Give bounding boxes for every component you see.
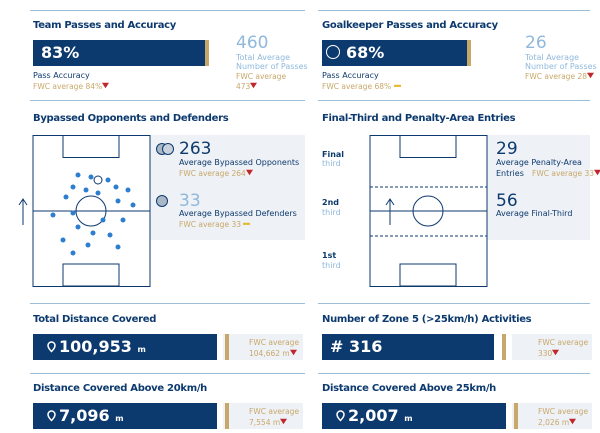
label: Average Final-Third <box>496 209 573 218</box>
opponents-value: 263 <box>179 139 212 159</box>
metric-value: 2,007 <box>348 406 399 425</box>
zone-label: third <box>322 159 341 168</box>
panel <box>223 334 303 360</box>
label: Total Average <box>525 53 580 62</box>
average-marker <box>225 334 229 360</box>
metric-bar: 7,096 m <box>33 403 217 429</box>
average-marker <box>502 334 506 360</box>
separator <box>30 373 305 374</box>
average: FWC average 33 <box>532 169 600 178</box>
metric-bar: 2,007 m <box>322 403 506 429</box>
average: FWC average 33 <box>179 220 250 229</box>
passes-value: 26 <box>525 33 547 53</box>
section-title: Bypassed Opponents and Defenders <box>33 113 229 124</box>
passes-value: 460 <box>236 33 269 53</box>
ball-icon <box>326 45 340 59</box>
metric-title: Total Distance Covered <box>33 314 157 325</box>
average: FWC average 28 <box>525 72 594 81</box>
average-marker <box>467 40 471 66</box>
unit: m <box>115 414 124 423</box>
final-value: 56 <box>496 191 518 211</box>
label: Total Average <box>236 53 291 62</box>
metric-title: Distance Covered Above 20km/h <box>33 383 207 394</box>
accuracy-value: 83% <box>41 43 80 62</box>
metric-value: 100,953 <box>59 337 132 356</box>
panel <box>223 403 303 429</box>
penalty-value: 29 <box>496 139 518 159</box>
label: Pass Accuracy <box>322 71 379 80</box>
icon <box>162 143 174 155</box>
section-title: Final-Third and Penalty-Area Entries <box>322 113 516 124</box>
panel <box>487 135 590 240</box>
average: FWC average <box>249 407 300 416</box>
average: 7,554 m <box>249 418 287 427</box>
average: FWC average 84% <box>33 82 109 91</box>
average: 473 <box>236 82 257 91</box>
panel <box>512 403 592 429</box>
separator <box>30 10 305 11</box>
label: Average Bypassed Opponents <box>179 158 300 167</box>
metric-title: Distance Covered Above 25km/h <box>322 383 496 394</box>
average-marker <box>514 403 518 429</box>
average: FWC average <box>538 338 589 347</box>
average: 104,662 m <box>249 349 297 358</box>
metric-title: Number of Zone 5 (>25km/h) Activities <box>322 314 532 325</box>
unit: m <box>404 414 413 423</box>
zone-label: third <box>322 261 341 270</box>
metric-bar: # 316 <box>322 334 494 360</box>
average: FWC average <box>249 338 300 347</box>
separator <box>318 373 590 374</box>
icon <box>156 195 168 207</box>
defenders-value: 33 <box>179 191 201 211</box>
unit: m <box>137 345 146 354</box>
average: FWC average 264 <box>179 169 253 178</box>
section-title: Goalkeeper Passes and Accuracy <box>322 20 498 31</box>
label: Entries <box>496 169 524 178</box>
separator <box>318 10 590 11</box>
separator <box>318 100 590 101</box>
average-marker <box>205 40 209 66</box>
panel <box>512 334 592 360</box>
label: Number of Passes <box>236 62 308 71</box>
label: Average Penalty-Area <box>496 158 582 167</box>
metric-value: # 316 <box>330 337 383 356</box>
zone-label: third <box>322 208 341 217</box>
zone-label: Final <box>322 150 345 159</box>
separator <box>30 100 305 101</box>
zone-label: 1st <box>322 251 337 260</box>
accuracy-bar: 83% <box>33 40 205 66</box>
average: 2,026 m <box>538 418 576 427</box>
label: Number of Passes <box>525 62 597 71</box>
average: FWC average <box>538 407 589 416</box>
accuracy-value: 68% <box>346 43 385 62</box>
pitch <box>369 135 488 287</box>
separator <box>318 303 590 304</box>
panel <box>150 135 305 240</box>
zone-label: 2nd <box>322 198 339 207</box>
metric-bar: 100,953 m <box>33 334 217 360</box>
label: Pass Accuracy <box>33 71 90 80</box>
accuracy-bar: 68% <box>322 40 467 66</box>
average: FWC average <box>236 72 287 81</box>
separator <box>30 303 305 304</box>
metric-value: 7,096 <box>59 406 110 425</box>
average: 330 <box>538 349 559 358</box>
section-title: Team Passes and Accuracy <box>33 20 177 31</box>
pitch <box>18 135 151 287</box>
label: Average Bypassed Defenders <box>179 209 297 218</box>
average-marker <box>225 403 229 429</box>
average: FWC average 68% <box>322 82 401 91</box>
